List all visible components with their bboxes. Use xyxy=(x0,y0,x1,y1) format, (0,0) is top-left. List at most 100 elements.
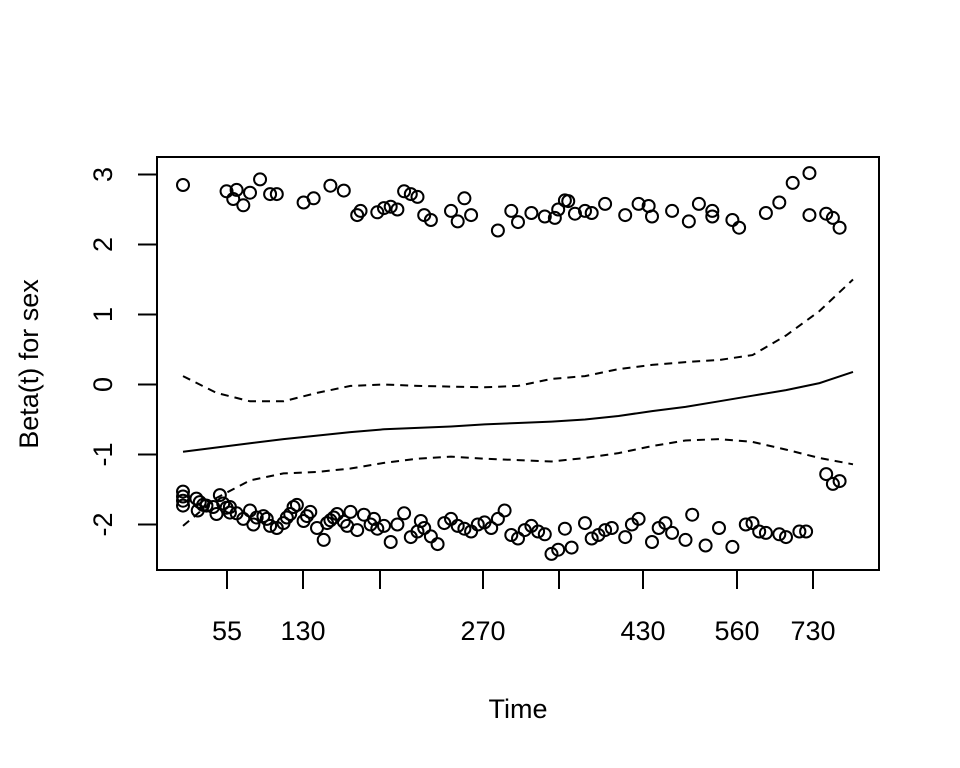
data-point xyxy=(383,535,398,549)
data-point xyxy=(353,203,368,218)
data-point xyxy=(413,514,428,528)
data-point xyxy=(253,172,268,187)
data-point xyxy=(243,503,257,518)
data-point xyxy=(263,187,278,202)
data-point xyxy=(547,210,562,225)
data-point xyxy=(216,496,231,511)
data-point xyxy=(497,503,512,518)
data-point xyxy=(299,509,314,524)
y-tick-label: -2 xyxy=(88,512,118,536)
data-point xyxy=(685,507,700,522)
data-point xyxy=(551,542,566,557)
data-point xyxy=(229,182,244,197)
lines-layer xyxy=(182,278,854,527)
data-point xyxy=(484,521,499,535)
data-point xyxy=(557,521,572,536)
data-point xyxy=(551,202,566,217)
data-point xyxy=(423,529,438,544)
y-tick-label: 3 xyxy=(88,167,118,182)
data-point xyxy=(618,530,633,545)
data-point xyxy=(537,527,552,542)
data-point xyxy=(176,489,190,504)
data-point xyxy=(246,517,261,532)
data-point xyxy=(176,498,190,513)
confidence-band-line-2 xyxy=(182,278,854,403)
data-point xyxy=(631,196,646,211)
data-point xyxy=(370,521,385,536)
confidence-band-line-3 xyxy=(182,438,854,527)
data-point xyxy=(832,220,847,235)
data-point xyxy=(561,194,576,209)
data-point xyxy=(176,493,190,508)
data-point xyxy=(604,521,619,535)
data-point xyxy=(323,178,338,193)
y-tick-label: 1 xyxy=(88,307,118,322)
data-point xyxy=(524,206,539,220)
x-tick-label: 430 xyxy=(620,616,665,646)
data-point xyxy=(209,507,224,521)
data-point xyxy=(306,191,321,206)
data-point xyxy=(390,202,405,217)
data-point xyxy=(343,504,358,519)
x-tick-label: 560 xyxy=(714,616,759,646)
data-point xyxy=(691,196,706,211)
data-point xyxy=(658,516,673,531)
data-point xyxy=(417,521,432,535)
data-point xyxy=(226,192,241,206)
data-point xyxy=(745,516,760,531)
data-point xyxy=(383,199,398,214)
data-point xyxy=(618,208,633,223)
data-point xyxy=(464,208,479,223)
data-point xyxy=(222,505,237,520)
data-point xyxy=(578,516,592,531)
data-point xyxy=(792,524,807,539)
data-point xyxy=(712,521,726,535)
data-point xyxy=(316,532,331,547)
data-point xyxy=(738,517,753,532)
data-point xyxy=(470,517,485,532)
data-point xyxy=(212,488,227,503)
data-point xyxy=(243,185,257,200)
data-point xyxy=(772,195,787,210)
smooth-fit-line xyxy=(182,370,854,453)
data-point xyxy=(785,175,800,190)
data-point xyxy=(289,497,304,512)
y-axis: -2 -1 0 1 2 3 xyxy=(88,167,158,537)
data-point xyxy=(457,521,472,536)
data-point xyxy=(705,203,720,218)
data-point xyxy=(511,215,525,230)
data-point xyxy=(450,518,465,533)
data-point xyxy=(397,184,412,199)
data-point xyxy=(397,506,412,521)
data-point xyxy=(259,511,274,526)
data-point xyxy=(698,538,713,553)
data-point xyxy=(336,183,351,198)
data-point xyxy=(192,495,207,510)
data-point xyxy=(578,203,592,218)
data-point xyxy=(752,524,767,539)
points-layer xyxy=(176,166,847,561)
data-point xyxy=(799,524,814,539)
data-point xyxy=(377,518,391,533)
data-point xyxy=(758,525,773,540)
x-axis-label: Time xyxy=(489,694,548,724)
data-point xyxy=(199,498,214,513)
data-point xyxy=(732,220,747,235)
data-point xyxy=(631,511,646,526)
data-point xyxy=(681,214,696,229)
data-point xyxy=(725,539,740,554)
data-point xyxy=(263,518,278,533)
x-axis: 55 130 270 430 560 730 xyxy=(212,570,836,646)
data-point xyxy=(444,203,458,218)
data-point xyxy=(450,214,465,229)
data-point xyxy=(567,206,582,221)
data-point xyxy=(802,166,817,181)
data-point xyxy=(584,206,599,220)
data-point xyxy=(350,208,365,223)
data-point xyxy=(430,537,445,552)
data-point xyxy=(772,527,787,542)
data-point xyxy=(504,528,519,542)
data-point xyxy=(537,209,552,224)
